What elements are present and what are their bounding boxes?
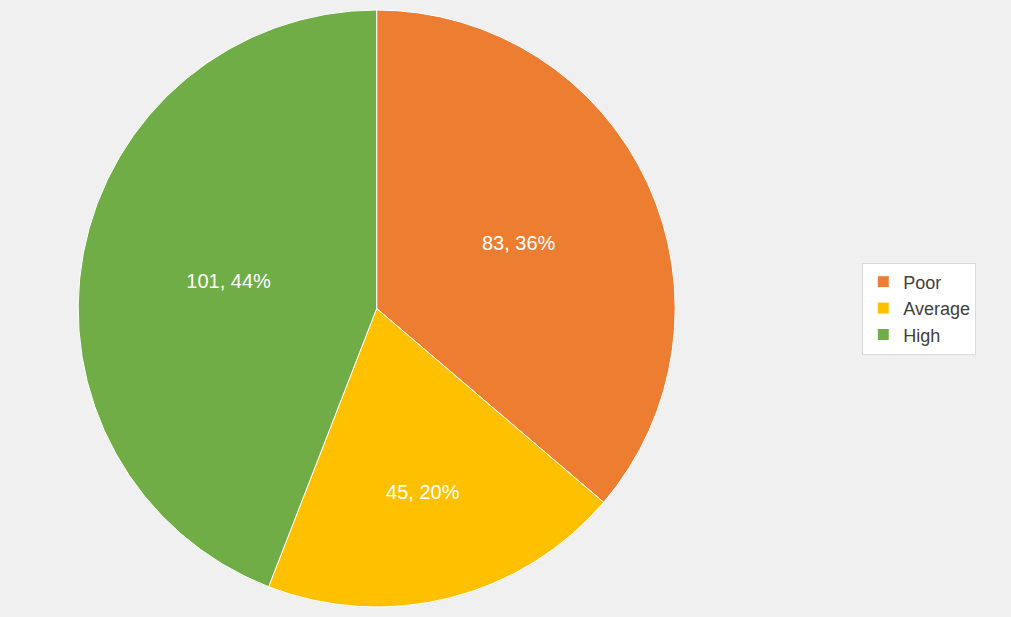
svg-text:45, 20%: 45, 20% — [386, 481, 460, 503]
svg-text:Poor: Poor — [903, 273, 941, 293]
svg-text:Average: Average — [903, 299, 970, 319]
svg-text:High: High — [903, 326, 940, 346]
svg-text:83, 36%: 83, 36% — [482, 232, 556, 254]
svg-text:101, 44%: 101, 44% — [186, 270, 271, 292]
